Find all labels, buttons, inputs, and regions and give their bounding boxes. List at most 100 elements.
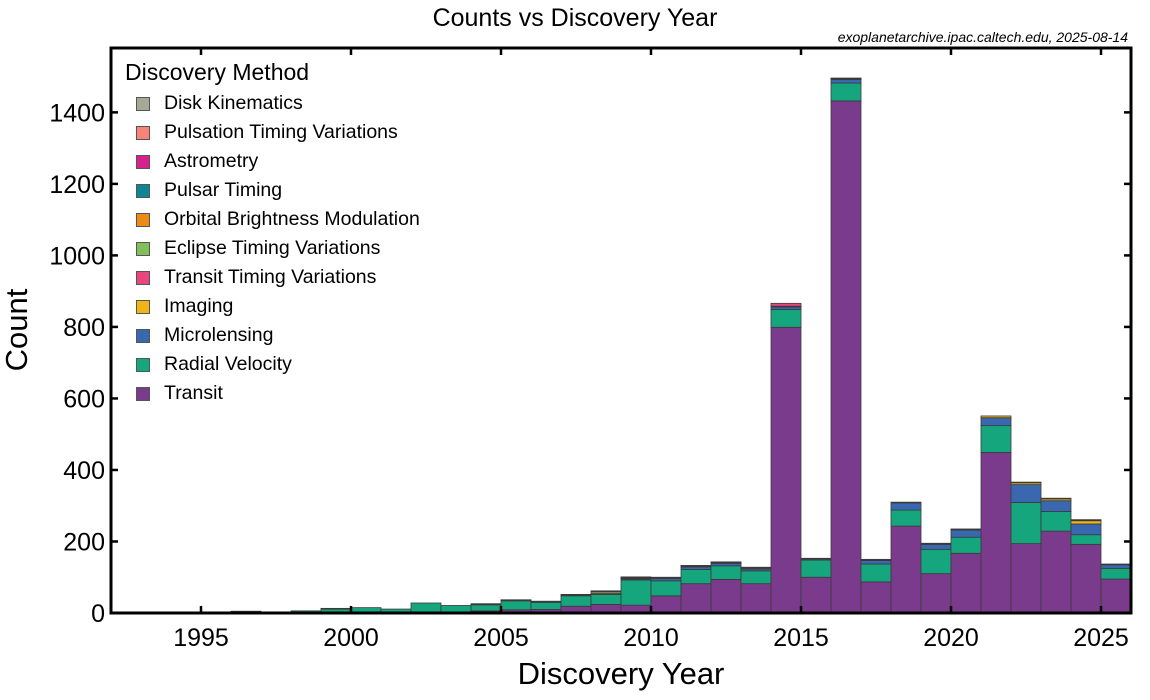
source-note: exoplanetarchive.ipac.caltech.edu, 2025-… xyxy=(837,29,1128,45)
bar-segment-2020-microlensing xyxy=(950,529,982,538)
bar-segment-2006-radial-velocity xyxy=(530,601,562,610)
legend-item: Pulsar Timing xyxy=(125,176,420,205)
bar-segment-2005-imaging xyxy=(500,599,532,601)
bar-segment-2008-radial-velocity xyxy=(590,594,622,605)
bar-segment-2009-radial-velocity xyxy=(620,579,652,606)
bar-segment-2019-transit-timing-variations xyxy=(920,542,952,545)
bar-segment-2025-radial-velocity xyxy=(1100,567,1132,580)
legend-item: Radial Velocity xyxy=(125,350,420,379)
x-tick-label: 2000 xyxy=(323,624,379,652)
bar-segment-2022-microlensing xyxy=(1010,484,1042,503)
bar-segment-2013-astrometry xyxy=(740,566,772,569)
bar-segment-2018-transit xyxy=(890,525,922,614)
bar-segment-2024-disk-kinematics xyxy=(1070,519,1102,521)
bar-segment-2010-eclipse-timing-variations xyxy=(650,576,682,579)
bar-segment-2011-transit xyxy=(680,583,712,614)
bar-segment-2004-imaging xyxy=(470,603,502,605)
bar-segment-2011-radial-velocity xyxy=(680,568,712,585)
legend-title: Discovery Method xyxy=(125,59,310,85)
x-tick-label: 2020 xyxy=(923,624,979,652)
bar-segment-2014-radial-velocity xyxy=(770,309,802,328)
bar-segment-2021-imaging xyxy=(980,415,1012,419)
legend-item: Imaging xyxy=(125,292,420,321)
y-axis-label: Count xyxy=(0,288,34,372)
legend-label: Pulsation Timing Variations xyxy=(164,121,398,143)
bar-segment-2005-radial-velocity xyxy=(500,600,532,611)
bar-segment-2013-transit xyxy=(740,583,772,614)
legend-swatch xyxy=(136,212,150,227)
bar-segment-2002-radial-velocity xyxy=(410,602,442,614)
bar-segment-2012-orbital-brightness-modulation xyxy=(710,561,742,564)
bar-segment-2022-transit xyxy=(1010,543,1042,614)
bar-segment-2024-radial-velocity xyxy=(1070,534,1102,545)
bar-segment-2018-imaging xyxy=(890,501,922,504)
bar-segment-2018-microlensing xyxy=(890,502,922,511)
bar-segment-2007-radial-velocity xyxy=(560,595,592,607)
bar-segment-2008-orbital-brightness-modulation xyxy=(590,590,622,593)
legend-label: Transit Timing Variations xyxy=(164,266,377,288)
bar-segment-2024-microlensing xyxy=(1070,523,1102,536)
bar-segment-2025-transit xyxy=(1100,578,1132,614)
legend: Discovery Method Disk Kinematics Pulsatio… xyxy=(125,59,420,408)
bar-segment-2013-radial-velocity xyxy=(740,570,772,585)
legend-label: Transit xyxy=(164,382,223,404)
bar-segment-2010-radial-velocity xyxy=(650,580,682,597)
legend-swatch xyxy=(136,270,150,285)
bar-segment-2014-transit-timing-variations xyxy=(770,302,802,307)
chart-title: Counts vs Discovery Year xyxy=(432,4,718,32)
legend-swatch xyxy=(136,183,150,198)
legend-swatch xyxy=(136,125,150,140)
legend-swatch xyxy=(136,386,150,401)
x-tick-label: 2015 xyxy=(773,624,829,652)
legend-label: Disk Kinematics xyxy=(164,92,303,114)
bar-segment-2019-transit xyxy=(920,573,952,614)
y-tick-label: 0 xyxy=(91,600,105,628)
legend-label: Orbital Brightness Modulation xyxy=(164,208,420,230)
legend-swatch xyxy=(136,299,150,314)
bar-segment-2021-microlensing xyxy=(980,417,1012,427)
legend-swatch xyxy=(136,328,150,343)
bar-segment-2007-imaging xyxy=(560,594,592,596)
bar-segment-2021-transit xyxy=(980,452,1012,614)
bar-segment-2012-radial-velocity xyxy=(710,565,742,580)
bar-segment-2016-radial-velocity xyxy=(830,82,862,102)
bar-segment-2022-astrometry xyxy=(1010,481,1042,484)
y-tick-label: 400 xyxy=(63,457,105,485)
bar-segment-2010-transit xyxy=(650,595,682,614)
bar-segment-2019-radial-velocity xyxy=(920,548,952,575)
legend-label: Astrometry xyxy=(164,150,259,172)
bar-segment-2023-radial-velocity xyxy=(1040,511,1072,532)
x-tick-label: 2025 xyxy=(1073,624,1129,652)
bar-segment-2015-imaging xyxy=(800,557,832,560)
ticks-layer: 0 200 400 600 800 1000 1200 1400 1995 2000 2005 201… xyxy=(49,48,1131,652)
bar-segment-2016-microlensing xyxy=(830,79,862,84)
bar-segment-2023-astrometry xyxy=(1040,497,1072,500)
bar-segment-2006-imaging xyxy=(530,600,562,603)
plot-frame xyxy=(109,46,1133,615)
bar-segment-2017-transit xyxy=(860,581,892,614)
legend-item: Astrometry xyxy=(125,147,420,176)
bar-segment-2021-radial-velocity xyxy=(980,425,1012,453)
bar-segment-2020-transit xyxy=(950,552,982,614)
bars-layer xyxy=(110,77,1132,614)
x-tick-label: 2010 xyxy=(623,624,679,652)
bar-segment-1999-pulsation-timing-variations xyxy=(320,607,352,610)
bar-segment-2020-radial-velocity xyxy=(950,536,982,554)
legend-label: Imaging xyxy=(164,295,234,317)
bar-segment-2015-radial-velocity xyxy=(800,559,832,578)
legend-item: Transit xyxy=(125,379,420,408)
bar-segment-2017-radial-velocity xyxy=(860,563,892,583)
bar-segment-2015-transit xyxy=(800,576,832,614)
bar-segment-2023-microlensing xyxy=(1040,500,1072,512)
legend-label: Radial Velocity xyxy=(164,353,292,375)
y-tick-label: 200 xyxy=(63,528,105,556)
bar-segment-2009-orbital-brightness-modulation xyxy=(620,576,652,579)
legend-item: Pulsation Timing Variations xyxy=(125,118,420,147)
bar-segment-2017-transit-timing-variations xyxy=(860,558,892,561)
bar-segment-2025-imaging xyxy=(1100,563,1132,566)
y-tick-label: 800 xyxy=(63,314,105,342)
bar-segment-2014-transit xyxy=(770,326,802,614)
bar-segment-2016-pulsation-timing-variations xyxy=(830,77,862,80)
legend-item: Transit Timing Variations xyxy=(125,263,420,292)
